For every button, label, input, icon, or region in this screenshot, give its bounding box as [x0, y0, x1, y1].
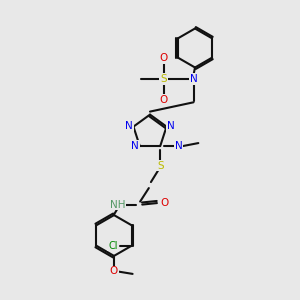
Text: N: N — [175, 141, 183, 151]
Text: S: S — [157, 160, 164, 171]
Text: O: O — [160, 198, 169, 208]
Text: O: O — [110, 266, 118, 277]
Text: Cl: Cl — [108, 241, 118, 251]
Text: O: O — [159, 53, 168, 63]
Text: O: O — [159, 95, 168, 105]
Text: S: S — [160, 74, 167, 84]
Text: N: N — [125, 121, 133, 131]
Text: N: N — [167, 121, 175, 131]
Text: N: N — [131, 141, 139, 151]
Text: N: N — [190, 74, 197, 84]
Text: NH: NH — [110, 200, 125, 210]
